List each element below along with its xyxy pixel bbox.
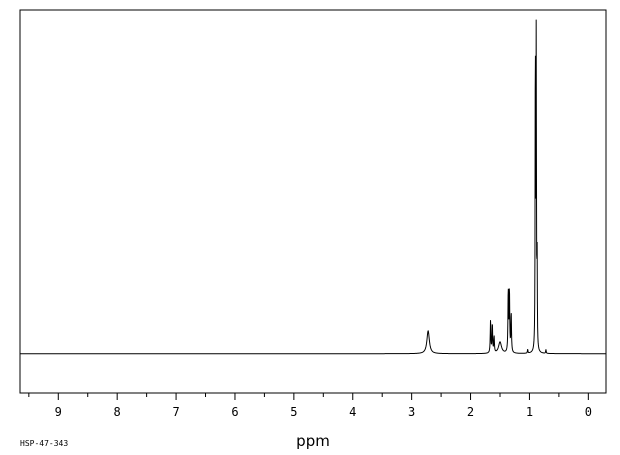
x-axis-ticks: 9 8 7 6 5 4 3 2 1 0 bbox=[28, 393, 592, 419]
x-tick-label: 9 bbox=[55, 405, 62, 419]
x-tick-label: 3 bbox=[408, 405, 415, 419]
x-axis-label: ppm bbox=[296, 432, 330, 450]
x-tick-label: 6 bbox=[231, 405, 238, 419]
x-tick-label: 8 bbox=[114, 405, 121, 419]
x-tick-label: 1 bbox=[526, 405, 533, 419]
spectrum-id-label: HSP-47-343 bbox=[20, 439, 68, 448]
x-tick-label: 2 bbox=[467, 405, 474, 419]
x-tick-label: 0 bbox=[585, 405, 592, 419]
x-tick-label: 5 bbox=[290, 405, 297, 419]
x-tick-label: 7 bbox=[172, 405, 179, 419]
x-tick-label: 4 bbox=[349, 405, 356, 419]
plot-frame bbox=[19, 9, 607, 394]
spectrum-line bbox=[20, 19, 606, 355]
